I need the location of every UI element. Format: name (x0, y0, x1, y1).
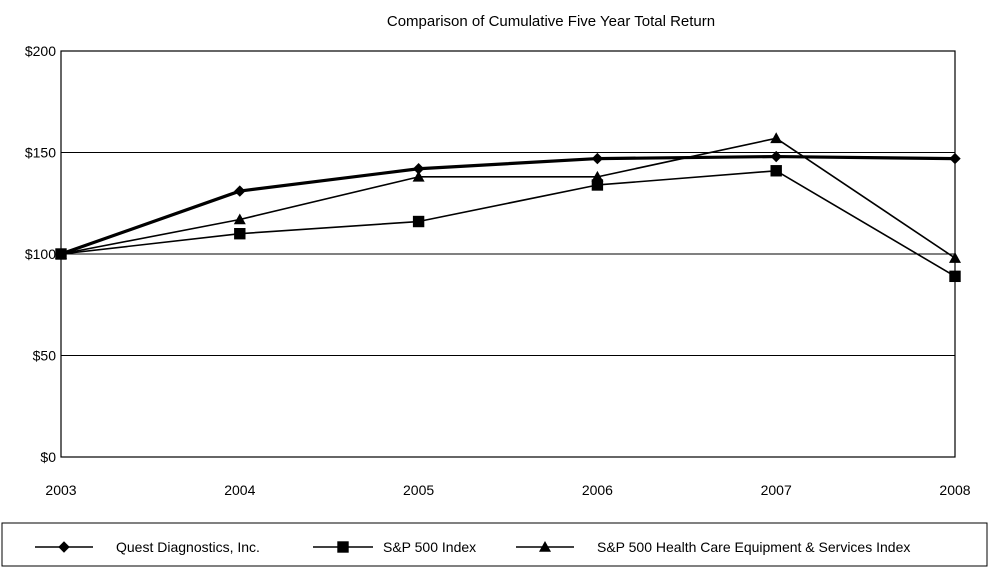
y-tick-label: $50 (33, 348, 57, 364)
y-tick-label: $0 (40, 449, 56, 465)
data-point (591, 179, 604, 191)
x-tick-label: 2007 (761, 482, 792, 498)
x-tick-label: 2006 (582, 482, 613, 498)
data-point (591, 152, 604, 165)
data-point (591, 170, 604, 182)
series-2 (55, 165, 961, 283)
data-point (55, 248, 67, 260)
data-point (770, 132, 783, 144)
series-layer (55, 132, 961, 283)
x-tick-label: 2004 (224, 482, 255, 498)
data-point (770, 150, 782, 163)
legend-marker (337, 541, 349, 553)
legend-marker (539, 541, 551, 552)
legend-item: Quest Diagnostics, Inc. (35, 539, 260, 555)
y-tick-label: $150 (25, 145, 56, 161)
legend-item: S&P 500 Health Care Equipment & Services… (516, 539, 910, 555)
legend-item: S&P 500 Index (313, 539, 476, 555)
legend-marker (58, 541, 70, 553)
series-3 (55, 132, 961, 263)
series-line (60, 169, 956, 278)
chart-title: Comparison of Cumulative Five Year Total… (387, 13, 715, 30)
data-point (412, 215, 425, 228)
x-tick-label: 2003 (45, 482, 76, 498)
data-point (234, 228, 246, 240)
legend: Quest Diagnostics, Inc. S&P 500 Index S&P … (1, 522, 988, 567)
data-point (412, 170, 425, 182)
legend-label: Quest Diagnostics, Inc. (116, 539, 260, 555)
data-point (412, 163, 425, 175)
data-point (949, 252, 961, 263)
data-point (770, 165, 782, 177)
grid-layer (61, 152, 955, 356)
series-1 (55, 150, 961, 260)
data-point (234, 185, 246, 197)
series-line (60, 154, 956, 256)
data-point (233, 213, 246, 225)
legend-frame (1, 522, 988, 567)
x-tick-label: 2005 (403, 482, 434, 498)
y-tick-label: $100 (25, 246, 56, 262)
legend-label: S&P 500 Health Care Equipment & Services… (597, 539, 910, 555)
y-tick-label: $200 (25, 43, 56, 59)
data-point (949, 270, 961, 283)
y-axis-ticks: $0 $50 $100 $150 $200 (25, 43, 56, 465)
data-point (949, 152, 961, 165)
legend-label: S&P 500 Index (383, 539, 476, 555)
x-tick-label: 2008 (939, 482, 970, 498)
x-axis-ticks: 2003 2004 2005 2006 2007 2008 (45, 482, 970, 498)
